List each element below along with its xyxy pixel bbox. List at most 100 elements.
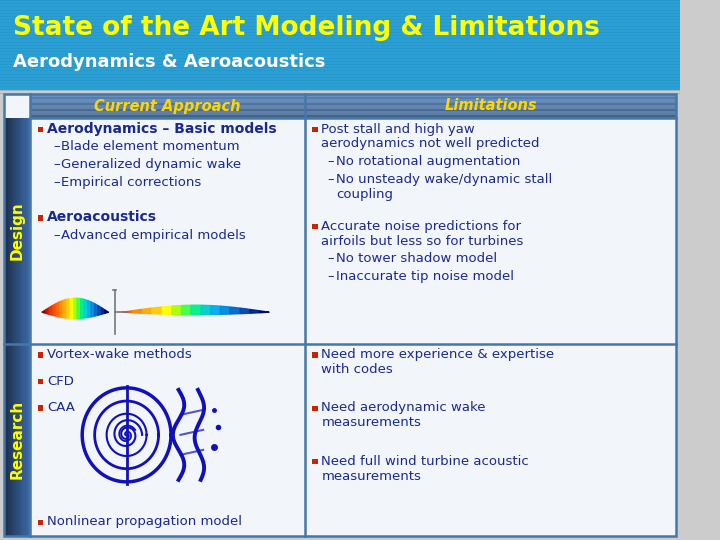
Bar <box>21 118 22 344</box>
Bar <box>14 344 15 536</box>
Bar <box>16 118 17 344</box>
Bar <box>305 107 677 109</box>
Bar <box>18 344 19 536</box>
Bar <box>12 118 13 344</box>
Bar <box>30 109 305 111</box>
Text: No unsteady wake/dynamic stall: No unsteady wake/dynamic stall <box>336 173 552 186</box>
Bar <box>30 94 305 118</box>
Bar <box>14 118 15 344</box>
Bar <box>305 94 677 97</box>
Text: Design: Design <box>9 201 24 260</box>
Bar <box>30 114 305 116</box>
Text: measurements: measurements <box>321 470 421 483</box>
Bar <box>305 100 677 103</box>
Bar <box>305 96 677 98</box>
Bar <box>305 105 677 107</box>
Bar <box>23 344 24 536</box>
Bar <box>37 353 43 358</box>
Bar <box>30 100 305 103</box>
Bar <box>24 344 25 536</box>
Bar <box>25 118 27 344</box>
Bar <box>30 105 305 107</box>
Bar <box>19 344 20 536</box>
Bar <box>30 93 305 95</box>
Text: Aerodynamics & Aeroacoustics: Aerodynamics & Aeroacoustics <box>13 53 325 71</box>
Bar <box>312 127 318 132</box>
Bar <box>22 344 23 536</box>
Bar <box>6 344 7 536</box>
Text: with codes: with codes <box>321 363 393 376</box>
Bar <box>26 118 27 344</box>
Bar <box>23 118 24 344</box>
Bar <box>14 344 16 536</box>
Bar <box>21 344 22 536</box>
Bar <box>22 118 24 344</box>
Bar <box>305 102 677 104</box>
Bar <box>19 344 21 536</box>
Bar <box>305 99 677 101</box>
Bar <box>12 344 14 536</box>
Bar <box>16 344 17 536</box>
Text: Vortex-wake methods: Vortex-wake methods <box>47 348 192 361</box>
Text: Empirical corrections: Empirical corrections <box>61 176 202 189</box>
Text: –: – <box>53 176 60 189</box>
Text: Blade element momentum: Blade element momentum <box>61 140 240 153</box>
Bar <box>0 0 680 90</box>
Bar <box>30 99 305 101</box>
Bar <box>30 108 305 110</box>
Bar <box>37 379 43 384</box>
Text: –: – <box>328 270 334 284</box>
Bar <box>305 93 677 95</box>
Bar <box>4 118 5 344</box>
Text: airfoils but less so for turbines: airfoils but less so for turbines <box>321 234 524 247</box>
Bar <box>4 344 5 536</box>
Text: –: – <box>328 173 334 186</box>
Bar <box>37 405 43 411</box>
Bar <box>27 344 29 536</box>
Text: Aerodynamics – Basic models: Aerodynamics – Basic models <box>47 122 276 136</box>
Text: CFD: CFD <box>47 375 73 388</box>
Text: coupling: coupling <box>336 188 393 201</box>
Bar <box>305 114 677 116</box>
Text: No tower shadow model: No tower shadow model <box>336 252 498 265</box>
Text: Aeroacoustics: Aeroacoustics <box>47 211 157 225</box>
Bar <box>27 118 29 344</box>
Text: –: – <box>328 156 334 168</box>
Text: Inaccurate tip noise model: Inaccurate tip noise model <box>336 270 514 284</box>
Bar <box>305 109 677 111</box>
Bar <box>4 118 6 344</box>
Bar <box>17 118 19 344</box>
Bar <box>10 344 12 536</box>
Bar <box>305 104 677 106</box>
Text: Need more experience & expertise: Need more experience & expertise <box>321 348 554 361</box>
Bar <box>25 344 27 536</box>
Bar <box>37 519 43 525</box>
Bar <box>29 118 30 344</box>
Text: No rotational augmentation: No rotational augmentation <box>336 156 521 168</box>
Bar <box>18 118 19 344</box>
Bar <box>305 108 677 110</box>
Text: Current Approach: Current Approach <box>94 98 240 113</box>
Text: Need aerodynamic wake: Need aerodynamic wake <box>321 401 486 414</box>
Text: Post stall and high yaw: Post stall and high yaw <box>321 123 475 136</box>
Text: Research: Research <box>9 400 24 480</box>
Bar <box>9 344 10 536</box>
Bar <box>30 118 31 344</box>
Bar <box>30 94 305 97</box>
Bar <box>6 118 8 344</box>
Bar <box>4 94 677 536</box>
Bar <box>6 344 8 536</box>
Bar <box>15 118 17 344</box>
Bar <box>312 224 318 230</box>
Text: Advanced empirical models: Advanced empirical models <box>61 229 246 242</box>
Bar <box>27 118 28 344</box>
Text: aerodynamics not well predicted: aerodynamics not well predicted <box>321 138 540 151</box>
Bar <box>12 344 13 536</box>
Text: –: – <box>53 158 60 171</box>
Text: Generalized dynamic wake: Generalized dynamic wake <box>61 158 241 171</box>
Bar <box>312 459 318 464</box>
Bar <box>19 118 20 344</box>
Bar <box>10 118 12 344</box>
Bar <box>22 344 24 536</box>
Bar <box>30 104 305 106</box>
